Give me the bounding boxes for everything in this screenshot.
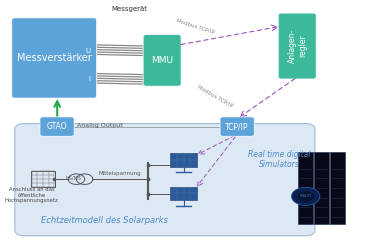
FancyBboxPatch shape: [278, 13, 316, 79]
Text: Messverstärker: Messverstärker: [17, 53, 92, 63]
Text: OPAL·RT: OPAL·RT: [300, 194, 312, 198]
FancyBboxPatch shape: [220, 117, 254, 136]
FancyBboxPatch shape: [170, 186, 197, 200]
Circle shape: [297, 191, 314, 202]
FancyBboxPatch shape: [40, 117, 74, 136]
FancyBboxPatch shape: [15, 124, 315, 236]
Text: I: I: [89, 76, 91, 82]
FancyBboxPatch shape: [298, 152, 313, 224]
Text: Real time digital
Simulators: Real time digital Simulators: [248, 150, 311, 169]
Text: Anschluss an das
öffentliche
Hochspannungsnetz: Anschluss an das öffentliche Hochspannun…: [5, 187, 58, 204]
Text: MMU: MMU: [151, 56, 173, 65]
Circle shape: [291, 187, 320, 205]
Text: Analog Output: Analog Output: [77, 123, 123, 128]
Text: Anlagen-
regler: Anlagen- regler: [288, 29, 307, 63]
Text: Modbus TCP/IP: Modbus TCP/IP: [197, 84, 234, 108]
Text: Echtzeitmodell des Solarparks: Echtzeitmodell des Solarparks: [41, 216, 168, 225]
FancyBboxPatch shape: [314, 152, 329, 224]
Text: Messgerät: Messgerät: [111, 6, 147, 12]
Text: Mittelspannung: Mittelspannung: [99, 171, 141, 176]
FancyBboxPatch shape: [143, 35, 181, 86]
FancyBboxPatch shape: [170, 153, 197, 167]
Text: TCP/IP: TCP/IP: [225, 122, 249, 131]
Text: Modbus TCP/IP: Modbus TCP/IP: [176, 17, 216, 34]
FancyBboxPatch shape: [12, 18, 97, 98]
Text: U: U: [86, 48, 91, 54]
FancyBboxPatch shape: [330, 152, 345, 224]
Text: GTAO: GTAO: [47, 122, 67, 131]
Text: HS/MS: HS/MS: [65, 176, 81, 181]
